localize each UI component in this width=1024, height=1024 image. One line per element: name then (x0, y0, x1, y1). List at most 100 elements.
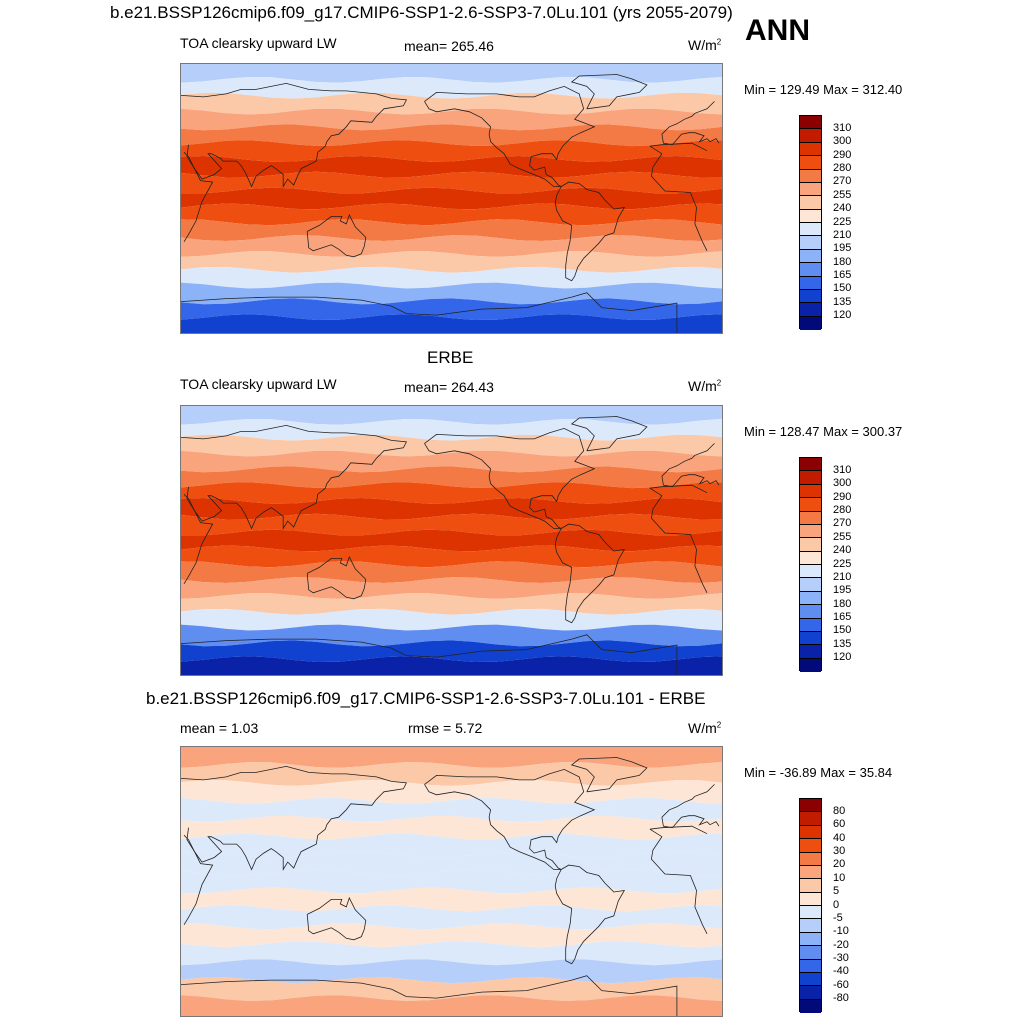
colorbar-segment (800, 591, 821, 606)
colorbar-tick-label: 80 (833, 804, 846, 817)
coastline (554, 181, 626, 282)
contour-band (181, 108, 722, 131)
panel-3-minmax: Min = -36.89 Max = 35.84 (744, 765, 893, 780)
map-svg (181, 406, 722, 675)
coastline (306, 213, 367, 258)
colorbar-tick-label: -60 (833, 978, 849, 991)
contour-band (181, 450, 722, 473)
colorbar-tick-label: 165 (833, 611, 852, 623)
colorbar-segment (800, 852, 821, 866)
coastline (181, 424, 720, 530)
colorbar-segment (800, 565, 821, 579)
colorbar-segment (800, 236, 821, 250)
colorbar-segment (800, 812, 821, 826)
panel-3-units: W/m2 (688, 720, 722, 736)
panel-3-colorbar (799, 798, 822, 1013)
colorbar-tick-label: 240 (833, 544, 852, 557)
contour-band (181, 851, 722, 876)
colorbar-segment (800, 972, 821, 987)
colorbar-segment (800, 839, 821, 853)
contour-band (181, 905, 722, 930)
colorbar-segment (800, 223, 821, 237)
contour-band (181, 995, 722, 1016)
panel-1-minmax: Min = 129.49 Max = 312.40 (744, 82, 903, 97)
panel-2-mean: mean= 264.43 (404, 379, 494, 395)
colorbar-segment (800, 906, 821, 920)
coastline (181, 82, 720, 188)
contour-band (181, 266, 722, 289)
colorbar-tick-label: 225 (833, 215, 852, 228)
contour-band (181, 815, 722, 840)
colorbar-segment (800, 182, 821, 197)
colorbar-segment (800, 249, 821, 264)
coastline (554, 864, 626, 965)
colorbar-segment (800, 289, 821, 304)
colorbar-tick-label: 150 (833, 624, 852, 637)
contour-band (181, 640, 722, 662)
contour-band (181, 869, 722, 894)
contour-band (181, 187, 722, 210)
colorbar-tick-label: 280 (833, 162, 852, 174)
contour-band (181, 959, 722, 984)
season-label: ANN (745, 14, 810, 47)
colorbar-segment (800, 631, 821, 646)
colorbar-segment (800, 932, 821, 947)
colorbar-segment (800, 578, 821, 592)
contour-band (181, 406, 722, 425)
colorbar-segment (800, 999, 821, 1013)
contour-band (181, 203, 722, 226)
coastline (181, 292, 678, 333)
colorbar-tick-label: 210 (833, 228, 852, 241)
panel-3-heading: b.e21.BSSP126cmip6.f09_g17.CMIP6-SSP1-2.… (146, 689, 706, 708)
panel-3-mean: mean = 1.03 (180, 720, 259, 736)
coastline (181, 765, 720, 871)
colorbar-tick-label: 30 (833, 845, 846, 857)
panel-3-rmse: rmse = 5.72 (408, 720, 483, 736)
colorbar-segment (800, 511, 821, 525)
coastline (570, 416, 648, 452)
colorbar-tick-label: -10 (833, 925, 849, 938)
colorbar-tick-label: 180 (833, 255, 852, 268)
panel-1-left-label: TOA clearsky upward LW (180, 35, 337, 51)
colorbar-tick-label: 225 (833, 557, 852, 570)
colorbar-segment (800, 538, 821, 552)
contour-band (181, 298, 722, 320)
coastline (306, 555, 367, 600)
colorbar-segment (800, 169, 821, 183)
coastline (570, 757, 648, 793)
contour-band (181, 762, 722, 786)
colorbar-segment (800, 645, 821, 659)
main-title: b.e21.BSSP126cmip6.f09_g17.CMIP6-SSP1-2.… (110, 3, 733, 22)
colorbar-tick-label: 120 (833, 309, 852, 322)
contour-band (181, 593, 722, 615)
colorbar-tick-label: 120 (833, 651, 852, 664)
panel-2-left-label: TOA clearsky upward LW (180, 376, 337, 392)
colorbar-segment (800, 471, 821, 485)
contour-band (181, 64, 722, 83)
colorbar-segment (800, 263, 821, 277)
panel-3-map (180, 746, 723, 1017)
colorbar-tick-label: 240 (833, 202, 852, 215)
colorbar-segment (800, 892, 821, 906)
colorbar-segment (800, 498, 821, 512)
colorbar-segment (800, 142, 821, 157)
colorbar-segment (800, 196, 821, 210)
panel-1-units: W/m2 (688, 37, 722, 53)
colorbar-tick-label: 300 (833, 477, 852, 490)
colorbar-segment (800, 825, 821, 840)
panel-1-mean: mean= 265.46 (404, 38, 494, 54)
colorbar-tick-label: 290 (833, 490, 852, 503)
colorbar-tick-label: 270 (833, 175, 852, 188)
contour-band (181, 434, 722, 457)
contour-band (181, 219, 722, 241)
contour-band (181, 235, 722, 257)
coastline (424, 85, 596, 187)
colorbar-tick-label: 195 (833, 242, 852, 255)
coastline (183, 484, 708, 593)
contour-band (181, 561, 722, 583)
colorbar-tick-label: 5 (833, 885, 840, 898)
contour-band (181, 282, 722, 305)
contour-band (181, 923, 722, 948)
colorbar-tick-label: 290 (833, 148, 852, 161)
panel-2-map (180, 405, 723, 676)
